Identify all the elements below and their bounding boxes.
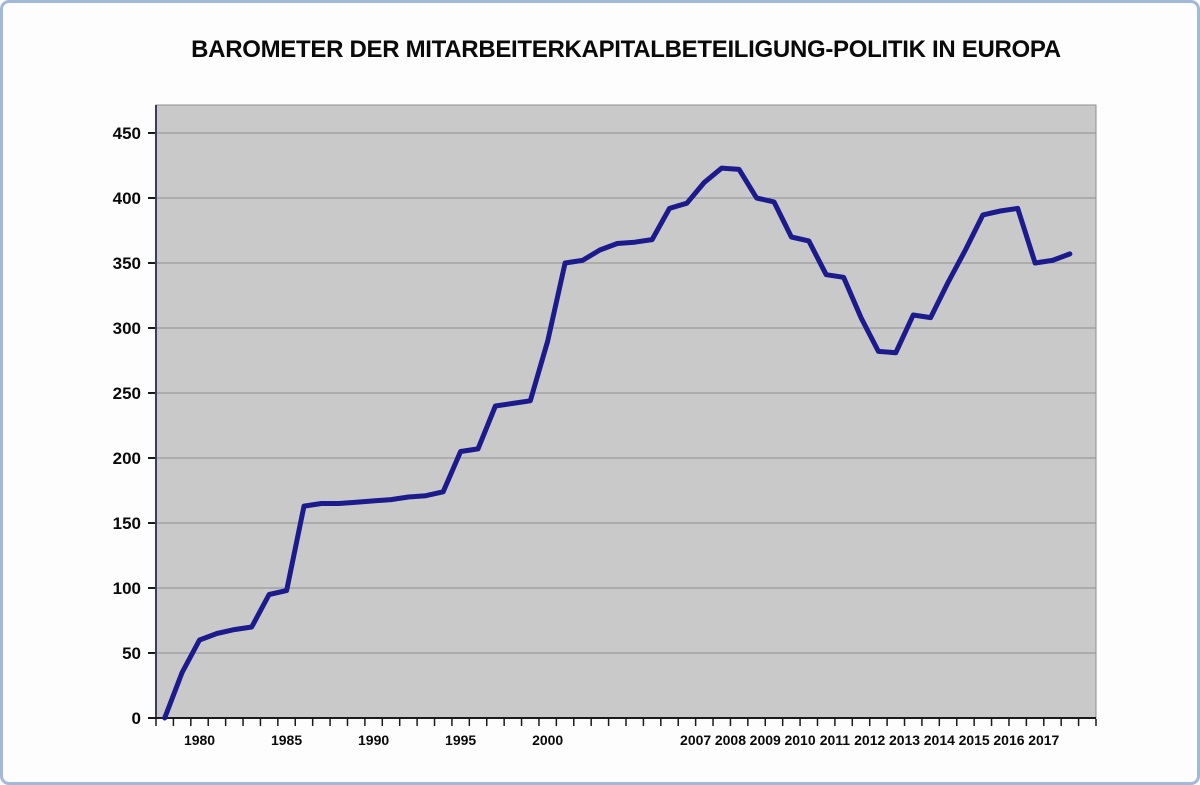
x-tick-label: 2017 [1028,732,1059,748]
y-tick-label: 450 [113,124,141,143]
series-line [162,165,1073,721]
x-tick-label: 1985 [271,732,302,748]
y-tick-label: 400 [113,189,141,208]
x-tick-label: 2011 [820,732,851,748]
y-axis: 0 50 100 150 200 250 300 350 400 450 [113,124,155,728]
y-tick-label: 250 [113,384,141,403]
x-tick-label: 2015 [959,732,990,748]
y-tick-label: 50 [122,644,141,663]
y-tick-label: 100 [113,579,141,598]
x-tick-label: 2013 [889,732,920,748]
y-tick-label: 200 [113,449,141,468]
x-tick-label: 2009 [750,732,781,748]
x-tick-label: 2007 [680,732,711,748]
y-tick-label: 150 [113,514,141,533]
x-tick-label: 2000 [532,732,563,748]
x-tick-label: 2008 [715,732,746,748]
x-tick-label: 2016 [993,732,1024,748]
x-tick-label: 1995 [445,732,476,748]
x-tick-label: 1980 [184,732,215,748]
x-axis: 1980 1985 1990 1995 2000 2007 2008 2009 2010 2011… [155,719,1097,748]
x-tick-label: 1990 [358,732,389,748]
gridlines [156,132,1096,654]
x-tick-label: 2012 [854,732,885,748]
x-tick-label: 2014 [924,732,955,748]
chart-title: BAROMETER DER MITARBEITERKAPITALBETEILIG… [191,36,1061,63]
x-tick-label: 2010 [784,732,815,748]
plot-area [155,104,1097,719]
y-tick-label: 350 [113,254,141,273]
y-tick-label: 300 [113,319,141,338]
y-tick-label: 0 [132,709,141,728]
